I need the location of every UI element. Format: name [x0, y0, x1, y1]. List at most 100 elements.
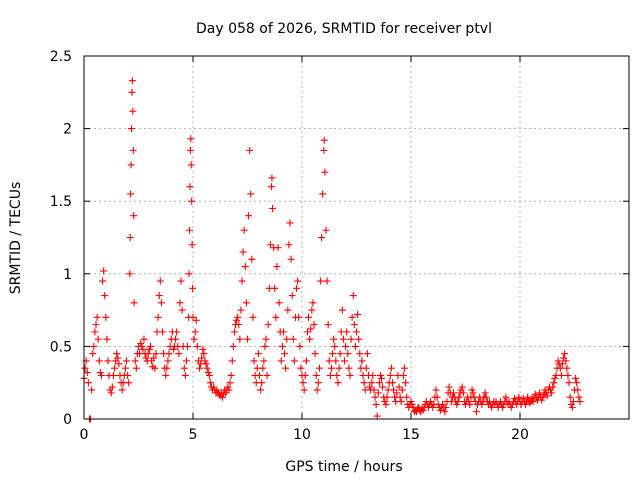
data-point	[313, 386, 321, 394]
data-point	[188, 241, 196, 249]
data-point	[320, 146, 328, 154]
data-point	[478, 400, 486, 408]
data-point	[363, 350, 371, 358]
data-point	[379, 383, 387, 391]
y-tick-label: 2.5	[50, 49, 72, 65]
data-point	[273, 263, 281, 271]
data-point	[158, 328, 166, 336]
data-point	[189, 284, 197, 292]
y-tick-label: 0	[63, 412, 72, 428]
data-point	[225, 386, 233, 394]
x-axis-ticks: 0 5 10 15 20	[80, 56, 529, 443]
data-point	[127, 190, 135, 198]
data-point	[371, 393, 379, 401]
data-point	[356, 350, 364, 358]
data-point	[103, 335, 111, 343]
data-point	[575, 393, 583, 401]
data-point	[94, 335, 102, 343]
data-point	[263, 371, 271, 379]
data-point	[230, 328, 238, 336]
data-point	[450, 389, 458, 397]
data-point	[381, 398, 389, 406]
data-point	[432, 386, 440, 394]
data-point	[393, 389, 401, 397]
data-point	[192, 316, 200, 324]
data-point	[455, 393, 463, 401]
data-point	[138, 342, 146, 350]
data-point	[519, 395, 527, 403]
data-point	[374, 389, 382, 397]
data-point	[524, 393, 532, 401]
data-point	[369, 371, 377, 379]
data-point	[99, 277, 107, 285]
data-point	[127, 161, 135, 169]
data-point	[515, 393, 523, 401]
data-point	[296, 342, 304, 350]
data-point	[100, 267, 108, 275]
data-point	[128, 125, 136, 133]
data-point	[331, 342, 339, 350]
data-point	[564, 371, 572, 379]
data-point	[320, 136, 328, 144]
data-point	[137, 339, 145, 347]
data-point	[565, 379, 573, 387]
data-point	[344, 350, 352, 358]
data-point	[121, 364, 129, 372]
data-point	[294, 277, 302, 285]
data-point	[92, 321, 100, 329]
data-point	[205, 371, 213, 379]
data-point	[459, 389, 467, 397]
data-point	[145, 345, 153, 353]
data-point	[333, 371, 341, 379]
data-point	[309, 299, 317, 307]
data-point	[321, 168, 329, 176]
data-point	[128, 77, 136, 85]
data-point	[398, 386, 406, 394]
data-point	[543, 392, 551, 400]
y-tick-label: 1.5	[50, 194, 72, 210]
data-point	[349, 292, 357, 300]
data-point	[354, 310, 362, 318]
data-point	[499, 403, 507, 411]
data-point	[259, 364, 267, 372]
data-point	[353, 328, 360, 336]
data-point	[97, 371, 105, 379]
x-tick-label: 0	[80, 427, 89, 443]
data-point	[283, 335, 291, 343]
data-point	[319, 190, 327, 198]
data-point	[240, 226, 248, 234]
data-point	[244, 335, 251, 343]
data-point	[511, 395, 519, 403]
data-point	[390, 386, 398, 394]
data-point	[529, 398, 537, 406]
data-point	[254, 350, 262, 358]
data-point	[102, 313, 110, 321]
data-point	[419, 406, 427, 414]
data-point	[139, 345, 147, 353]
data-point	[521, 400, 529, 408]
data-point	[324, 321, 332, 329]
data-point	[334, 379, 342, 387]
data-point	[554, 357, 562, 365]
data-point	[388, 379, 396, 387]
data-point	[336, 350, 344, 358]
data-point	[177, 277, 185, 285]
data-point	[507, 403, 515, 411]
data-point	[90, 342, 98, 350]
data-point	[376, 371, 384, 379]
data-point	[481, 389, 489, 397]
data-point	[198, 354, 206, 362]
data-point	[89, 350, 97, 358]
data-point	[128, 88, 136, 96]
data-point	[322, 226, 330, 234]
data-point	[373, 412, 381, 420]
data-point	[315, 364, 323, 372]
data-point	[129, 107, 137, 115]
x-tick-label: 20	[511, 427, 529, 443]
data-point	[200, 350, 208, 358]
data-point	[572, 374, 580, 382]
x-tick-label: 15	[402, 427, 420, 443]
data-point	[378, 374, 386, 382]
data-point	[157, 299, 165, 307]
data-point	[239, 248, 247, 256]
